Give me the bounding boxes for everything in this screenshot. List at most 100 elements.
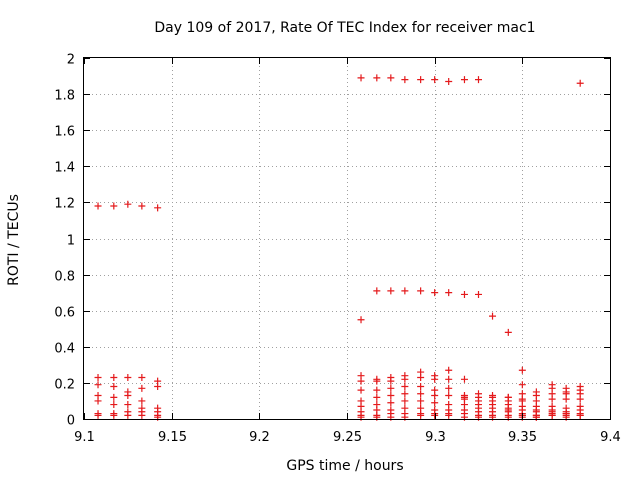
- data-point: [373, 287, 381, 295]
- data-point: [417, 390, 425, 398]
- data-point: [460, 290, 468, 298]
- y-tick-label: 1.8: [54, 89, 75, 104]
- data-point: [576, 79, 584, 87]
- data-point: [576, 411, 584, 419]
- data-point: [417, 373, 425, 381]
- data-point: [489, 312, 497, 320]
- data-point: [576, 395, 584, 403]
- data-point: [373, 393, 381, 401]
- data-point: [154, 383, 162, 391]
- data-point: [504, 328, 512, 336]
- data-point: [387, 399, 395, 407]
- data-point: [562, 395, 570, 403]
- data-point: [475, 290, 482, 298]
- x-tick-label: 9.4: [600, 430, 621, 445]
- data-point: [445, 411, 453, 419]
- data-point: [387, 287, 395, 295]
- data-point: [124, 392, 132, 400]
- data-point: [475, 76, 482, 84]
- data-point: [94, 202, 102, 210]
- y-axis-title: ROTI / TECUs: [6, 194, 22, 286]
- data-point: [387, 377, 395, 385]
- y-tick-label: 1: [67, 234, 75, 249]
- data-point: [445, 77, 453, 85]
- data-point: [373, 74, 381, 82]
- data-point: [138, 411, 146, 419]
- data-point: [445, 375, 453, 383]
- data-point: [417, 383, 425, 391]
- data-point: [431, 399, 439, 407]
- data-point: [401, 390, 409, 398]
- data-point: [110, 411, 118, 419]
- data-point: [401, 76, 409, 84]
- tick-labels: 9.1 9.15 9.2 9.25 9.3 9.35 9.4 0 0.2 0.4 0.6 0.8 1 1.…: [54, 53, 621, 446]
- data-point: [417, 411, 425, 419]
- data-point: [124, 401, 132, 409]
- data-point: [110, 373, 118, 381]
- axis-ticks: [84, 58, 611, 420]
- data-point: [110, 401, 118, 409]
- y-tick-label: 0.2: [54, 378, 75, 393]
- data-point: [373, 386, 381, 394]
- data-point: [518, 381, 526, 389]
- data-point: [460, 375, 468, 383]
- y-tick-label: 0: [67, 414, 75, 429]
- data-point: [94, 381, 102, 389]
- y-tick-label: 0.6: [54, 306, 75, 321]
- data-point: [548, 411, 556, 419]
- data-point: [431, 289, 439, 297]
- data-point: [357, 74, 365, 82]
- x-tick-label: 9.1: [74, 430, 95, 445]
- data-point: [138, 202, 146, 210]
- data-point: [387, 384, 395, 392]
- data-point: [357, 386, 365, 394]
- data-point: [401, 375, 409, 383]
- data-point: [94, 373, 102, 381]
- data-point: [445, 366, 453, 374]
- data-point: [431, 76, 439, 84]
- data-point: [401, 397, 409, 405]
- data-point: [401, 383, 409, 391]
- y-tick-label: 2: [67, 53, 75, 68]
- data-point: [373, 377, 381, 385]
- data-point: [431, 411, 439, 419]
- data-point: [357, 316, 365, 324]
- data-point: [138, 373, 146, 381]
- data-point: [445, 384, 453, 392]
- x-tick-label: 9.2: [249, 430, 270, 445]
- data-point: [124, 411, 132, 419]
- data-point: [138, 397, 146, 405]
- data-point: [401, 287, 409, 295]
- x-tick-label: 9.3: [425, 430, 446, 445]
- x-tick-label: 9.25: [333, 430, 362, 445]
- data-point: [417, 287, 425, 295]
- data-point: [357, 377, 365, 385]
- data-point: [94, 411, 102, 419]
- data-point: [431, 375, 439, 383]
- x-tick-label: 9.35: [508, 430, 537, 445]
- y-tick-label: 1.6: [54, 125, 75, 140]
- data-point: [417, 76, 425, 84]
- data-point: [387, 392, 395, 400]
- grid-lines: [84, 58, 610, 419]
- data-point: [445, 392, 453, 400]
- x-tick-label: 9.15: [158, 430, 187, 445]
- plot-frame: [83, 57, 611, 420]
- data-point: [518, 397, 526, 405]
- data-point: [504, 404, 512, 412]
- x-axis-title: GPS time / hours: [286, 458, 403, 474]
- data-point: [431, 392, 439, 400]
- y-tick-label: 1.4: [54, 161, 75, 176]
- y-tick-label: 1.2: [54, 197, 75, 212]
- data-point: [154, 204, 162, 212]
- data-point: [110, 202, 118, 210]
- chart-title: Day 109 of 2017, Rate Of TEC Index for r…: [154, 20, 535, 36]
- data-point: [417, 397, 425, 405]
- data-point: [124, 200, 132, 208]
- data-point: [124, 373, 132, 381]
- y-tick-label: 0.8: [54, 270, 75, 285]
- data-point: [518, 366, 526, 374]
- data-point: [94, 397, 102, 405]
- data-point: [110, 383, 118, 391]
